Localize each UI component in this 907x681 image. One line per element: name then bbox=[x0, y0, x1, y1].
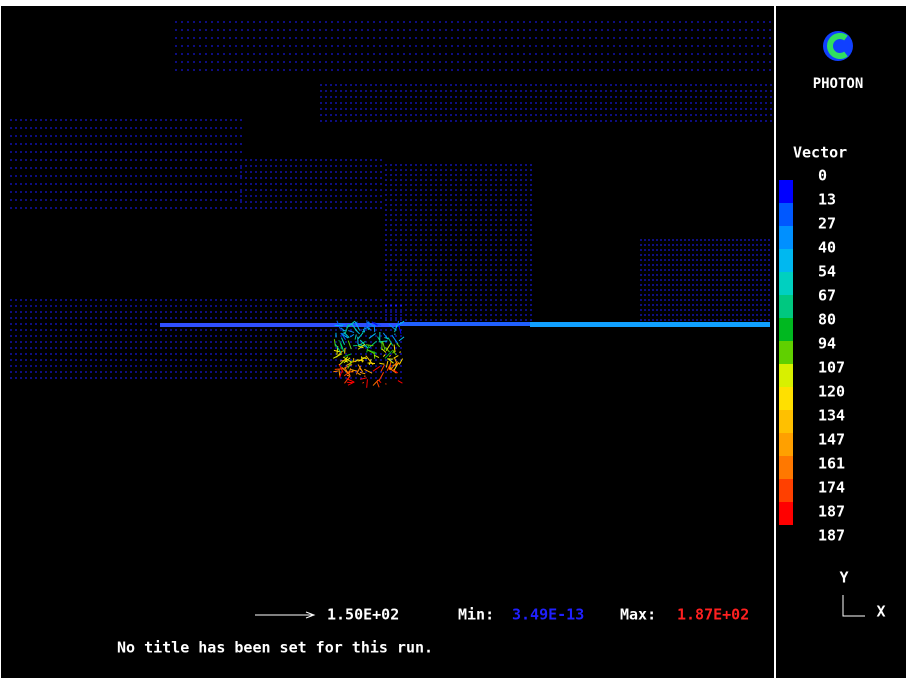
legend-title: Vector bbox=[793, 144, 847, 162]
axis-y-label: Y bbox=[839, 569, 848, 587]
reference-value: 1.50E+02 bbox=[327, 606, 399, 624]
run-title: No title has been set for this run. bbox=[117, 639, 433, 657]
wall-flow bbox=[400, 322, 530, 326]
legend-swatch bbox=[779, 433, 793, 456]
max-value: 1.87E+02 bbox=[677, 606, 749, 624]
max-label: Max: bbox=[620, 606, 656, 624]
legend-label: 40 bbox=[818, 239, 836, 257]
legend-label: 147 bbox=[818, 431, 845, 449]
legend-label: 187 bbox=[818, 527, 845, 545]
legend-label: 67 bbox=[818, 287, 836, 305]
legend-label: 13 bbox=[818, 191, 836, 209]
legend-swatch bbox=[779, 318, 793, 341]
legend-label: 161 bbox=[818, 455, 845, 473]
legend-swatch bbox=[779, 387, 793, 410]
legend-label: 27 bbox=[818, 215, 836, 233]
legend-swatch bbox=[779, 249, 793, 272]
logo-text: PHOTON bbox=[813, 76, 864, 92]
vector-arrow bbox=[339, 340, 340, 341]
legend-swatch bbox=[779, 410, 793, 433]
vector-arrow bbox=[347, 375, 351, 376]
wall-flow bbox=[530, 322, 770, 327]
legend-swatch bbox=[779, 341, 793, 364]
legend-swatch bbox=[779, 203, 793, 226]
legend-label: 107 bbox=[818, 359, 845, 377]
min-label: Min: bbox=[458, 606, 494, 624]
legend-label: 134 bbox=[818, 407, 845, 425]
min-value: 3.49E-13 bbox=[512, 606, 584, 624]
vector-arrow bbox=[335, 325, 344, 326]
legend-swatch bbox=[779, 502, 793, 525]
legend-label: 120 bbox=[818, 383, 845, 401]
axis-x-label: X bbox=[876, 603, 885, 621]
legend-label: 54 bbox=[818, 263, 836, 281]
legend-swatch bbox=[779, 272, 793, 295]
legend-swatch bbox=[779, 226, 793, 249]
legend-label: 0 bbox=[818, 167, 827, 185]
wall-flow bbox=[160, 323, 400, 327]
vector-arrow bbox=[335, 369, 343, 370]
legend-swatch bbox=[779, 180, 793, 203]
legend-label: 187 bbox=[818, 503, 845, 521]
photon-window: PHOTON Vector 0 13 27 40 54 67 80 94 107 120 134 14… bbox=[0, 0, 907, 681]
legend-label: 80 bbox=[818, 311, 836, 329]
legend-swatch bbox=[779, 479, 793, 502]
legend-swatch bbox=[779, 364, 793, 387]
vector-arrow bbox=[399, 352, 401, 353]
vector-arrow bbox=[368, 363, 375, 364]
vector-arrow bbox=[386, 383, 387, 384]
legend-label: 174 bbox=[818, 479, 845, 497]
legend-label: 94 bbox=[818, 335, 836, 353]
legend-swatch bbox=[779, 456, 793, 479]
legend-swatch bbox=[779, 295, 793, 318]
